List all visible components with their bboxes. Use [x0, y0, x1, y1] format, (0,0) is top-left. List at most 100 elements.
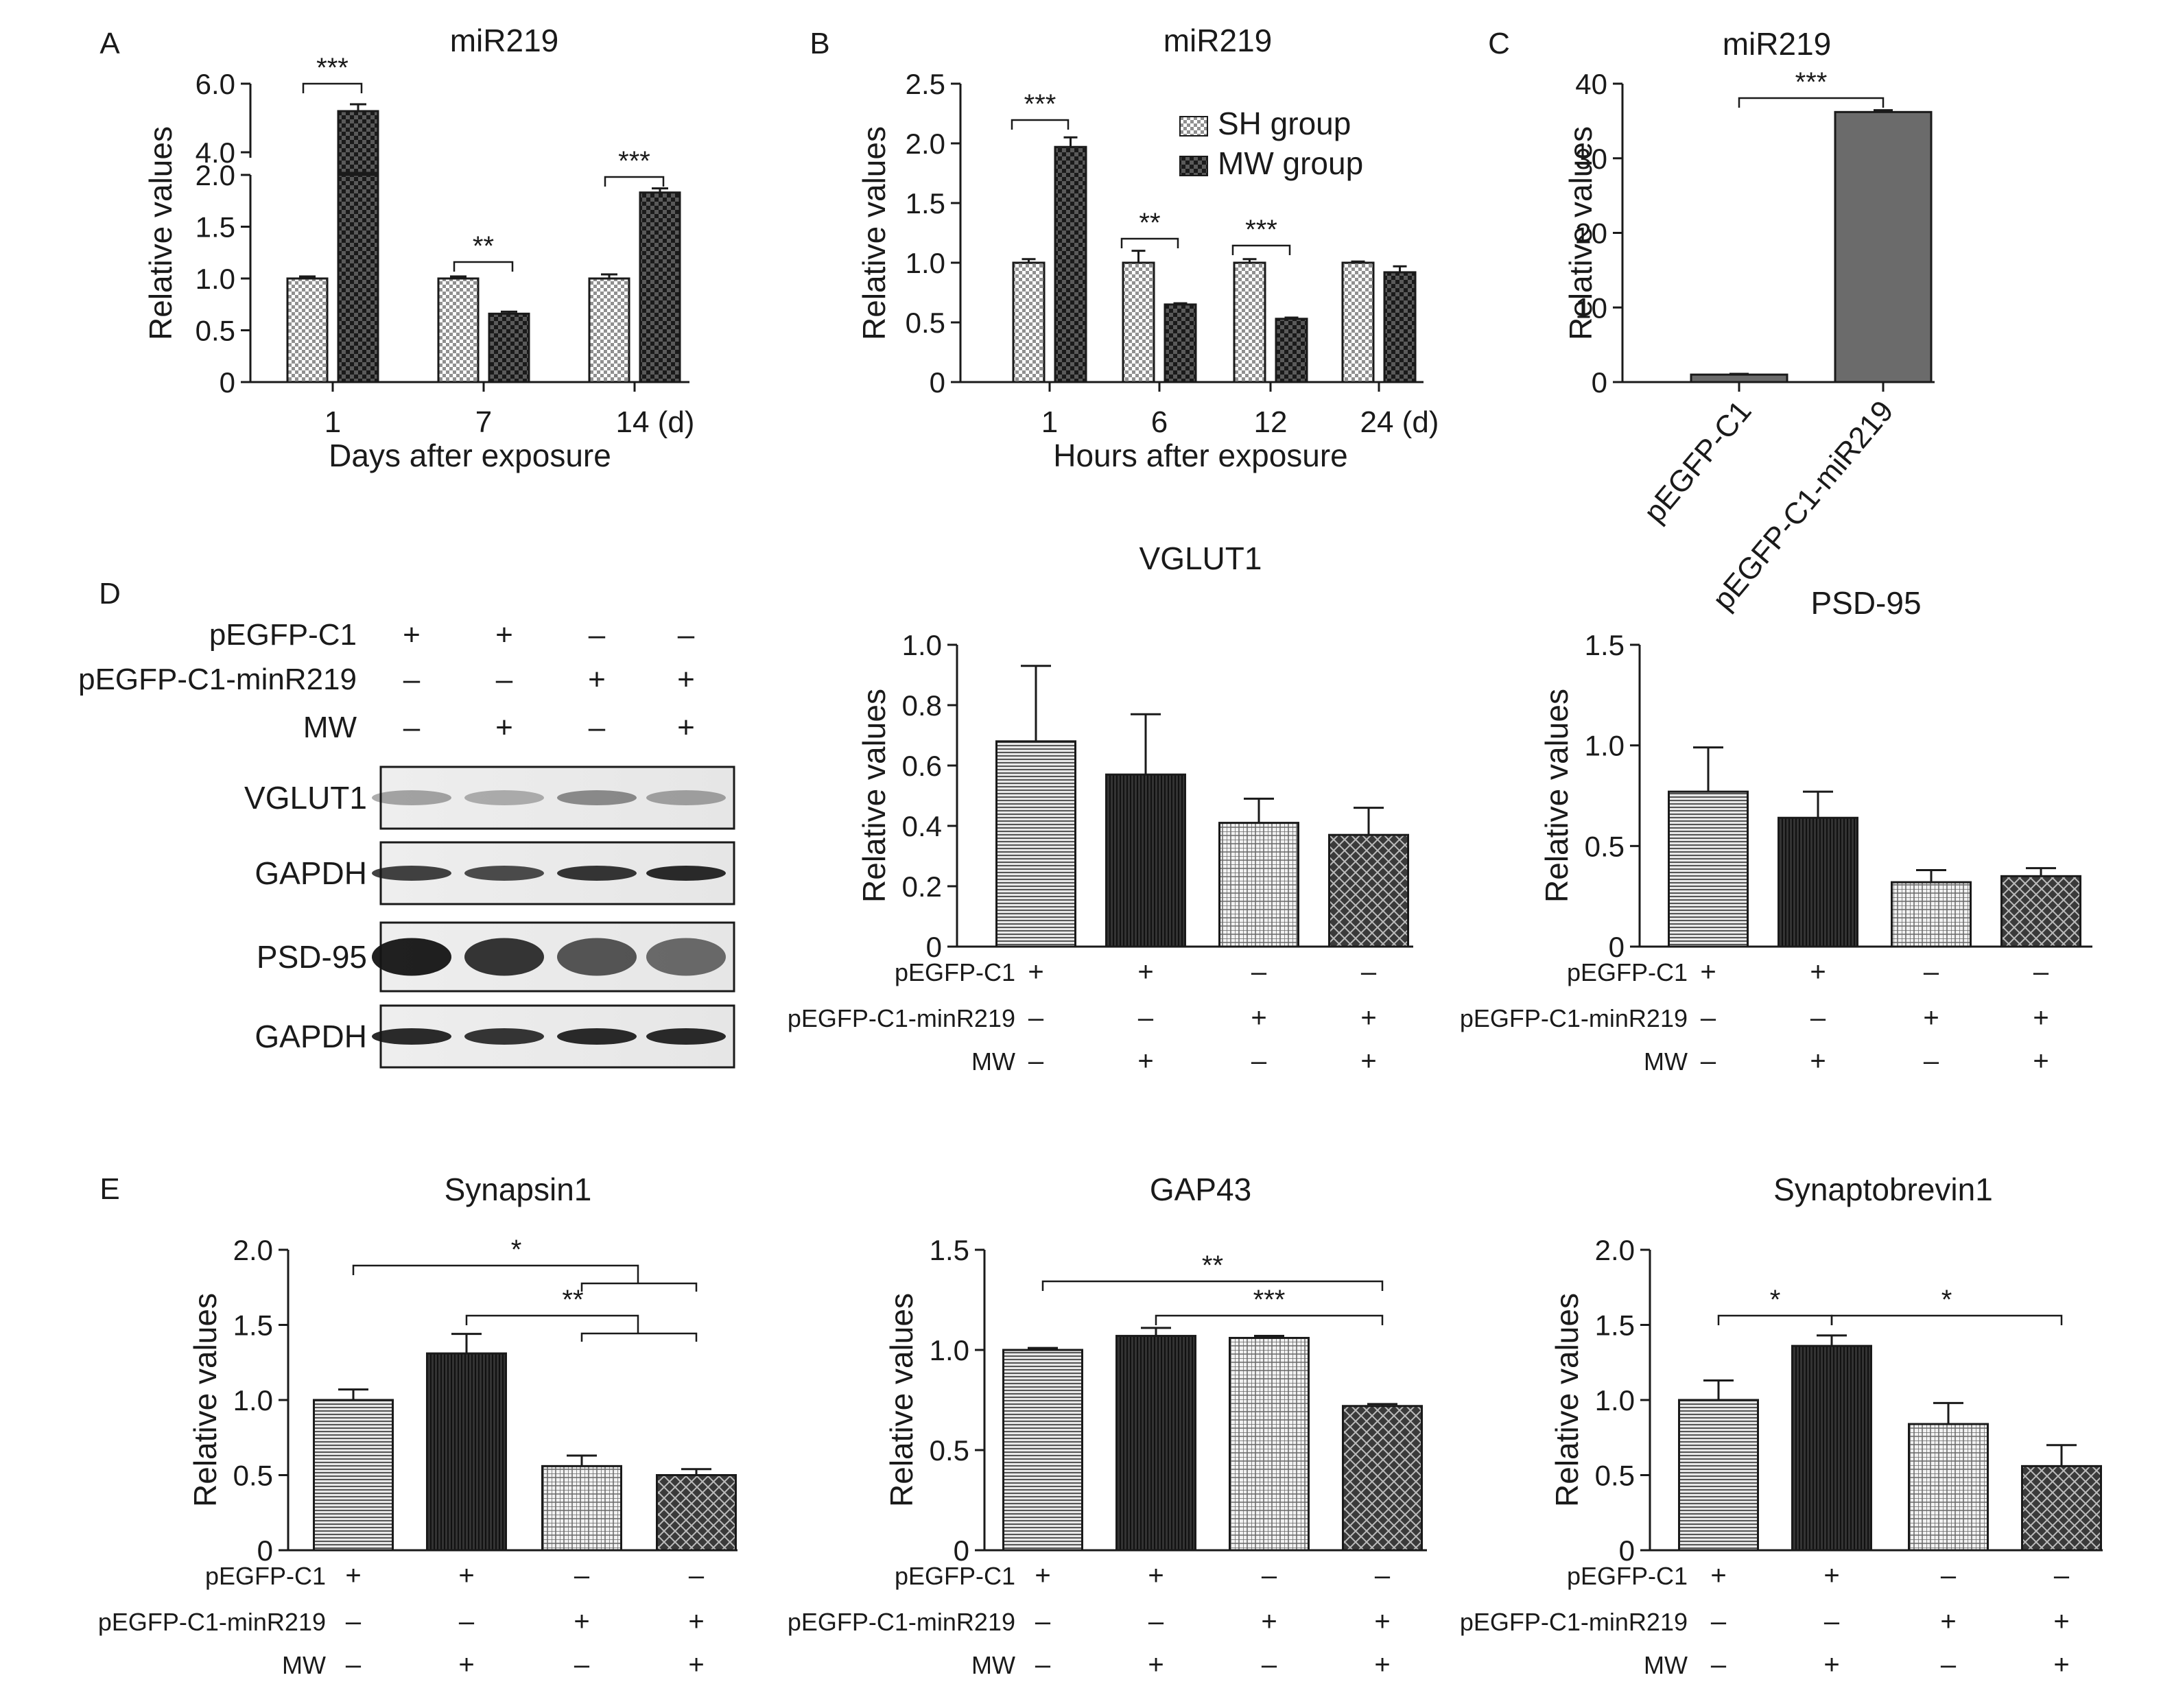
blot-condition-sign: + [677, 663, 695, 696]
vglut1-condition-sign: + [1028, 957, 1043, 987]
psd95-bar [2000, 875, 2081, 948]
synapsin1-condition-sign: – [346, 1650, 362, 1680]
psd95-ylabel: Relative values [1539, 689, 1574, 903]
synaptobrevin1-bar [1791, 1344, 1872, 1552]
blot-condition-sign: – [589, 618, 606, 652]
blot-strip-4 [372, 1004, 735, 1069]
synapsin1-ytick-label: 0 [257, 1534, 273, 1567]
blot-band [372, 938, 451, 976]
panel-a-ylabel: Relative values [143, 126, 178, 340]
synaptobrevin1-sig-2-label: * [1941, 1285, 1952, 1315]
panel-c-bar [1834, 110, 1933, 383]
synaptobrevin1-condition-sign: – [1824, 1606, 1840, 1637]
panel-c-ytick-label: 20 [1575, 217, 1607, 250]
blot-condition-sign: – [678, 618, 695, 652]
vglut1-condition-sign: – [1251, 957, 1267, 987]
blot-band [646, 1028, 726, 1045]
panel-letter-C: C [1488, 27, 1510, 60]
psd95-condition-sign: + [2033, 1046, 2048, 1076]
synapsin1-bar [313, 1399, 394, 1552]
panel-b-sig-1-bracket [1011, 119, 1070, 130]
synapsin1-ytick-label: 1.0 [233, 1384, 273, 1416]
synaptobrevin1-sig-2-bracket [1830, 1314, 2063, 1325]
panel-a-ytick-label: 1.5 [196, 211, 235, 244]
blot-condition-sign: + [495, 711, 513, 744]
psd95-condition-sign: + [1923, 1003, 1939, 1033]
vglut1-condition-sign: – [1361, 957, 1377, 987]
panel-a-ytick-label: 6.0 [196, 68, 235, 100]
blot-label: GAPDH [255, 1019, 367, 1054]
blot-band [646, 790, 726, 805]
panel-a-ytick-label: 0.5 [196, 315, 235, 347]
vglut1-condition-sign: + [1251, 1003, 1266, 1033]
blot-band [464, 938, 544, 976]
panel-a-sig-1-label: *** [316, 53, 349, 83]
synapsin1-ytick-label: 2.0 [233, 1234, 273, 1266]
psd95-ytick-label: 1.5 [1585, 629, 1625, 661]
blot-condition-label: pEGFP-C1 [209, 618, 357, 652]
gap43-title: GAP43 [1150, 1172, 1251, 1207]
legend-label-sh: SH group [1218, 106, 1351, 141]
synaptobrevin1-ylabel: Relative values [1549, 1293, 1585, 1507]
blot-condition-label: MW [303, 711, 357, 744]
psd95-condition-sign: – [1810, 1003, 1826, 1033]
vglut1-ytick-label: 0.6 [902, 750, 942, 782]
panel-a-ytick-label: 1.0 [196, 263, 235, 295]
synaptobrevin1-ytick-label: 0.5 [1595, 1460, 1635, 1492]
vglut1-condition-sign: – [1251, 1046, 1267, 1076]
psd95-condition-label: pEGFP-C1-minR219 [1460, 1004, 1688, 1032]
synapsin1-sig-1-label: * [511, 1235, 522, 1265]
gap43-condition-label: pEGFP-C1 [895, 1562, 1015, 1590]
synaptobrevin1-title: Synaptobrevin1 [1773, 1172, 1993, 1207]
panel-c-ytick-label: 30 [1575, 143, 1607, 175]
synaptobrevin1-ytick-label: 1.5 [1595, 1309, 1635, 1342]
panel-b-ylabel: Relative values [856, 126, 892, 340]
panel-a-title: miR219 [450, 23, 559, 58]
vglut1-condition-sign: + [1137, 957, 1153, 987]
psd95-condition-label: MW [1644, 1047, 1688, 1076]
synaptobrevin1-condition-sign: – [1711, 1606, 1727, 1637]
panel-b-bar-sh [1012, 261, 1046, 383]
vglut1-ytick-label: 0.8 [902, 689, 942, 722]
synapsin1-condition-sign: + [688, 1606, 704, 1637]
blot-label: PSD-95 [257, 939, 367, 975]
blot-band [464, 866, 544, 881]
psd95-condition-sign: – [1701, 1003, 1716, 1033]
synapsin1-condition-label: MW [282, 1651, 326, 1679]
blot-condition-sign: + [677, 711, 695, 744]
synapsin1-ylabel: Relative values [187, 1293, 223, 1507]
panel-b-bar-mw [1383, 271, 1417, 383]
gap43-condition-sign: + [1374, 1606, 1390, 1637]
panel-a-bar-sh [588, 277, 630, 383]
panel-a-bar-mw-upper [337, 110, 379, 174]
psd95-title: PSD-95 [1810, 585, 1921, 621]
panel-c-ylabel: Relative values [1563, 126, 1598, 340]
blot-strip-3 [372, 921, 735, 993]
synaptobrevin1-bar [2021, 1464, 2102, 1552]
vglut1-condition-sign: – [1138, 1003, 1154, 1033]
panel-b-ytick-label: 1.0 [906, 247, 945, 279]
panel-c-ytick-label: 40 [1575, 68, 1607, 100]
gap43-ytick-label: 1.5 [930, 1234, 969, 1266]
synapsin1-condition-sign: + [345, 1561, 361, 1591]
panel-b-bar-sh [1233, 261, 1266, 383]
panel-c-sig-bracket [1738, 97, 1885, 108]
panel-a-bar-sh [286, 277, 329, 383]
gap43-condition-sign: + [1035, 1561, 1050, 1591]
panel-b-sig-2-label: ** [1139, 208, 1160, 238]
synaptobrevin1-condition-sign: + [2053, 1606, 2069, 1637]
gap43-condition-sign: – [1035, 1606, 1051, 1637]
legend-swatch-sh [1179, 116, 1208, 137]
synapsin1-condition-sign: – [346, 1606, 362, 1637]
panel-b-ytick-label: 2.5 [906, 68, 945, 100]
panel-c-sig-label: *** [1795, 67, 1828, 97]
panel-a-ytick-label: 4.0 [196, 137, 235, 169]
psd95-ytick-label: 0 [1609, 931, 1625, 963]
gap43-condition-sign: + [1148, 1561, 1164, 1591]
legend-swatch-mw [1179, 156, 1208, 176]
panel-b-xlabel: Hours after exposure [1053, 438, 1348, 473]
panel-b-sig-2-bracket [1120, 237, 1179, 248]
blot-band [557, 790, 637, 805]
synaptobrevin1-condition-label: pEGFP-C1-minR219 [1460, 1608, 1688, 1636]
blot-band [372, 790, 451, 805]
